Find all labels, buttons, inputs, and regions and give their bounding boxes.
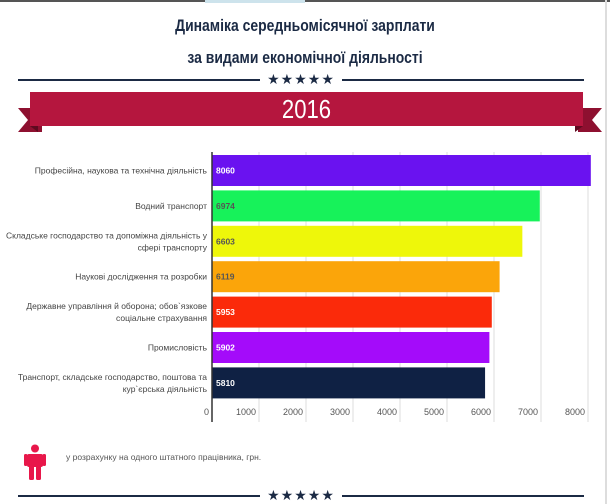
category-label: сфері транспорту <box>138 242 208 252</box>
year-label: 2016 <box>281 94 332 124</box>
bar-value-label: 5902 <box>216 343 235 353</box>
bar <box>212 332 490 363</box>
year-ribbon <box>30 92 583 126</box>
category-label: кур`єрська діяльність <box>123 384 208 394</box>
star-divider-top: ★★★★★ <box>18 71 584 87</box>
bar-value-label: 8060 <box>216 166 235 176</box>
bar-chart: 0 1000 2000 3000 4000 5000 6000 7000 8000 8060 Про… <box>6 152 591 422</box>
scrollbar-edge <box>605 0 607 504</box>
bar-value-label: 6974 <box>216 201 235 211</box>
bar <box>212 296 492 328</box>
x-tick-label: 7000 <box>518 407 538 417</box>
bar-value-label: 6603 <box>216 236 235 246</box>
x-tick-label: 3000 <box>330 407 350 417</box>
bar-value-label: 5810 <box>216 378 235 388</box>
ribbon-tail-right <box>578 108 602 132</box>
category-label: Складське господарство та допоміжна діял… <box>6 230 208 240</box>
browser-tab-indicator <box>205 0 305 3</box>
chart-title-line2: за видами економічної діяльності <box>187 48 423 67</box>
unit-note: у розрахунку на одного штатного працівни… <box>66 452 262 462</box>
bar <box>212 261 500 293</box>
x-tick-label: 2000 <box>283 407 303 417</box>
x-tick-label: 4000 <box>377 407 397 417</box>
category-label: Професійна, наукова та технічна діяльніс… <box>35 166 208 176</box>
x-tick-label: 6000 <box>471 407 491 417</box>
person-icon <box>24 444 46 480</box>
stars-icon: ★★★★★ <box>267 71 335 87</box>
ribbon-fold-left <box>30 126 38 132</box>
category-label: Водний транспорт <box>135 201 207 211</box>
window-top-border <box>0 0 610 2</box>
x-tick-label: 0 <box>204 407 209 417</box>
star-divider-bottom: ★★★★★ <box>18 487 584 503</box>
x-tick-label: 8000 <box>565 407 585 417</box>
x-tick-label: 1000 <box>236 407 256 417</box>
category-label: Державне управління й оборона; обов`язко… <box>26 301 207 311</box>
category-label: Промисловість <box>148 343 208 353</box>
bar-value-label: 5953 <box>216 307 235 317</box>
ribbon-fold-right <box>575 126 583 132</box>
stars-icon: ★★★★★ <box>267 487 335 503</box>
category-label: соціальне страхування <box>116 313 207 323</box>
chart-title-line1: Динаміка середньомісячної зарплати <box>175 16 435 35</box>
category-label: Транспорт, складське господарство, пошто… <box>18 372 207 382</box>
bar-value-label: 6119 <box>216 272 235 282</box>
bar <box>212 367 486 399</box>
category-label: Наукові дослідження та розробки <box>75 272 207 282</box>
x-tick-label: 5000 <box>424 407 444 417</box>
bar <box>212 225 523 257</box>
bar <box>212 155 591 186</box>
bar <box>212 190 540 222</box>
